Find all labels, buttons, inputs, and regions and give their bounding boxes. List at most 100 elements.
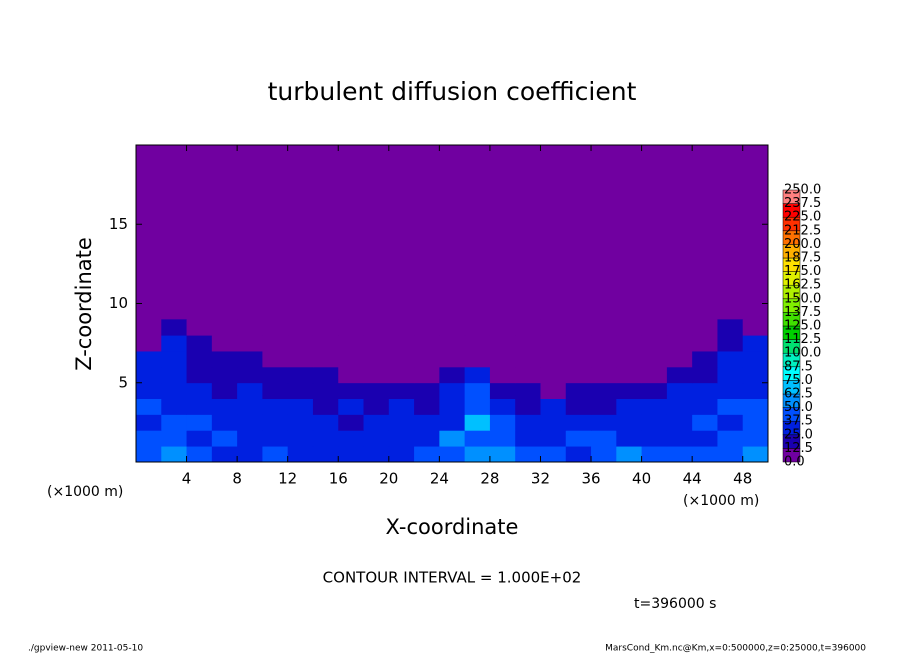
y-axis-label: Z-coordinate <box>72 237 96 371</box>
heat-cell <box>717 398 744 415</box>
colorbar-segment <box>782 189 801 204</box>
heat-cell <box>591 430 617 447</box>
heat-cell <box>641 319 668 336</box>
heat-cell <box>237 335 263 352</box>
heat-cell <box>312 335 339 352</box>
heat-cell <box>414 366 440 384</box>
heat-cell <box>591 351 617 368</box>
heat-cell <box>363 319 390 336</box>
heat-cell <box>136 351 162 368</box>
heat-cell <box>489 351 516 368</box>
heat-cell <box>641 366 668 384</box>
heat-cell <box>591 366 617 384</box>
heat-cell <box>565 366 592 384</box>
chart-title: turbulent diffusion coefficient <box>268 77 637 106</box>
heat-cell <box>161 351 187 368</box>
heat-cell <box>616 366 642 384</box>
heat-cell <box>388 366 415 384</box>
heat-cell <box>287 414 314 431</box>
heat-cell <box>616 398 642 415</box>
heat-cell <box>439 335 466 352</box>
y-tick-label: 5 <box>118 373 128 391</box>
colorbar-label: 37.5 <box>784 414 813 429</box>
heat-cell <box>717 319 744 336</box>
heat-cell <box>464 446 491 463</box>
heat-cell <box>287 382 314 399</box>
x-tick-label: 20 <box>379 470 398 488</box>
heat-cell <box>414 414 440 431</box>
heat-cell <box>692 319 718 336</box>
colorbar-label: 175.0 <box>784 264 821 279</box>
heat-cell <box>136 335 162 352</box>
heat-cell <box>262 351 289 368</box>
y-unit-label: (×1000 m) <box>47 484 123 500</box>
heat-cell <box>742 382 769 399</box>
heat-cell <box>742 351 769 368</box>
heat-cell <box>312 398 339 415</box>
heat-cell <box>540 351 567 368</box>
heat-cell <box>464 319 491 336</box>
heat-cell <box>515 398 541 415</box>
heat-cell <box>388 351 415 368</box>
heat-cell <box>692 351 718 368</box>
heat-cell <box>414 398 440 415</box>
heat-cell <box>666 366 693 384</box>
heat-cell <box>464 382 491 399</box>
heat-cell <box>312 446 339 463</box>
heat-cell <box>439 382 466 399</box>
heat-cell <box>717 382 744 399</box>
heat-cell <box>641 382 668 399</box>
heat-cell <box>616 446 642 463</box>
x-tick-label: 36 <box>581 470 600 488</box>
heat-cell <box>312 366 339 384</box>
heat-cell <box>717 351 744 368</box>
heat-cell <box>439 366 466 384</box>
heat-cell <box>565 446 592 463</box>
heat-cell <box>540 414 567 431</box>
heat-cell <box>414 351 440 368</box>
heat-cell <box>641 351 668 368</box>
heat-cell <box>262 430 289 447</box>
heat-cell <box>161 382 187 399</box>
x-tick-label: 44 <box>683 470 702 488</box>
heat-cell <box>312 382 339 399</box>
heat-cell <box>363 351 390 368</box>
heat-cell <box>262 446 289 463</box>
heat-cell <box>464 335 491 352</box>
heat-cell <box>186 446 213 463</box>
y-tick-label: 10 <box>109 294 128 312</box>
y-tick-label: 15 <box>109 215 128 233</box>
x-tick-label: 40 <box>632 470 651 488</box>
x-tick-label: 28 <box>480 470 499 488</box>
colorbar-label: 112.5 <box>784 332 821 347</box>
heat-cell <box>186 351 213 368</box>
heat-cell <box>136 446 162 463</box>
colorbar-label: 225.0 <box>784 210 821 225</box>
contour-interval: CONTOUR INTERVAL = 1.000E+02 <box>323 569 582 587</box>
heat-cell <box>287 398 314 415</box>
heat-cell <box>515 319 541 336</box>
heat-cell <box>616 351 642 368</box>
heat-cell <box>742 319 769 336</box>
heat-cell <box>489 398 516 415</box>
heat-cell <box>717 430 744 447</box>
heat-cell <box>338 398 364 415</box>
heat-cell <box>692 430 718 447</box>
heat-cell <box>287 446 314 463</box>
heat-cell <box>591 335 617 352</box>
heat-cell <box>439 430 466 447</box>
heat-cell <box>186 398 213 415</box>
heat-cell <box>262 335 289 352</box>
heat-cell <box>489 335 516 352</box>
heat-cell <box>363 366 390 384</box>
heat-cell <box>312 319 339 336</box>
heat-cell <box>237 398 263 415</box>
heat-cell <box>312 351 339 368</box>
heat-cell <box>565 351 592 368</box>
heat-cell <box>363 335 390 352</box>
heat-cell <box>540 446 567 463</box>
heat-cell <box>388 446 415 463</box>
heat-cell <box>338 351 364 368</box>
heat-cell <box>262 319 289 336</box>
heat-cell <box>136 382 162 399</box>
